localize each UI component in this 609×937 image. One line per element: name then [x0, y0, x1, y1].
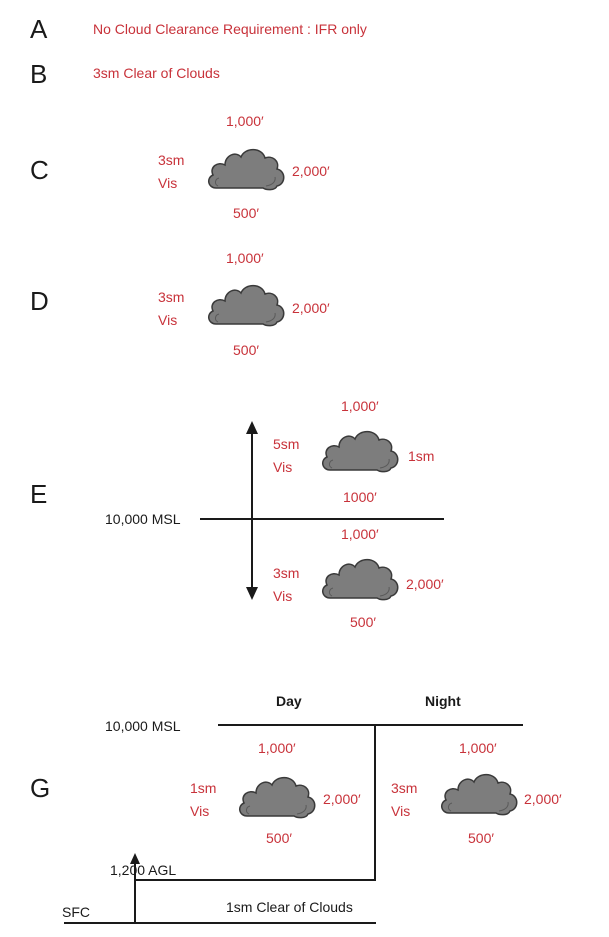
row-c-above-clearance: 1,000′ [226, 113, 264, 129]
row-e-upper-visibility-value: 5sm [273, 436, 300, 452]
agl-label: 1,200 AGL [110, 862, 177, 878]
row-e-upper-horizontal-clearance: 1sm [408, 448, 435, 464]
night-visibility-label: Vis [391, 803, 411, 819]
row-letter-e: E [30, 479, 48, 509]
cloud-icon [320, 552, 400, 604]
row-d-horizontal-clearance: 2,000′ [292, 300, 330, 316]
row-c-visibility-value: 3sm [158, 152, 185, 168]
row-d-above-clearance: 1,000′ [226, 250, 264, 266]
cloud-icon [206, 278, 286, 330]
arrow-up-icon [246, 421, 258, 434]
row-letter-g: G [30, 773, 51, 803]
night-column-header: Night [425, 693, 461, 709]
row-letter-a: A [30, 14, 48, 44]
row-e-lower-horizontal-clearance: 2,000′ [406, 576, 444, 592]
row-letter-c: C [30, 155, 49, 185]
row-e-vertical-line [251, 432, 253, 592]
row-e-lower-below-clearance: 500′ [350, 614, 376, 630]
day-night-divider-line [374, 724, 376, 880]
row-e-lower-visibility-value: 3sm [273, 565, 300, 581]
row-e-altitude-label: 10,000 MSL [105, 511, 181, 527]
cloud-icon [320, 424, 400, 476]
arrow-up-icon [130, 853, 140, 864]
row-c-horizontal-clearance: 2,000′ [292, 163, 330, 179]
sfc-label: SFC [62, 904, 90, 920]
agl-line [134, 879, 376, 881]
row-e-lower-visibility-label: Vis [273, 588, 293, 604]
row-e-upper-visibility-label: Vis [273, 459, 293, 475]
cloud-icon [206, 142, 286, 194]
row-d-below-clearance: 500′ [233, 342, 259, 358]
arrow-down-icon [246, 587, 258, 600]
row-e-upper-below-clearance: 1000′ [343, 489, 377, 505]
day-horizontal-clearance: 2,000′ [323, 791, 361, 807]
cloud-icon [237, 770, 317, 822]
row-g-altitude-line [218, 724, 523, 726]
row-c-below-clearance: 500′ [233, 205, 259, 221]
cloud-icon [439, 767, 519, 819]
row-e-altitude-line [200, 518, 444, 520]
surface-clearance-text: 1sm Clear of Clouds [226, 899, 353, 915]
row-e-upper-above-clearance: 1,000′ [341, 398, 379, 414]
night-below-clearance: 500′ [468, 830, 494, 846]
row-b-requirement-text: 3sm Clear of Clouds [93, 65, 220, 81]
night-visibility-value: 3sm [391, 780, 418, 796]
day-column-header: Day [276, 693, 302, 709]
row-g-altitude-label: 10,000 MSL [105, 718, 181, 734]
night-above-clearance: 1,000′ [459, 740, 497, 756]
day-visibility-value: 1sm [190, 780, 217, 796]
day-above-clearance: 1,000′ [258, 740, 296, 756]
row-d-visibility-label: Vis [158, 312, 178, 328]
row-a-requirement-text: No Cloud Clearance Requirement : IFR onl… [93, 21, 367, 37]
row-c-visibility-label: Vis [158, 175, 178, 191]
day-visibility-label: Vis [190, 803, 210, 819]
row-d-visibility-value: 3sm [158, 289, 185, 305]
row-e-lower-above-clearance: 1,000′ [341, 526, 379, 542]
row-letter-b: B [30, 59, 48, 89]
row-letter-d: D [30, 286, 49, 316]
night-horizontal-clearance: 2,000′ [524, 791, 562, 807]
day-below-clearance: 500′ [266, 830, 292, 846]
surface-line [64, 922, 376, 924]
agl-vertical-line [134, 862, 136, 924]
